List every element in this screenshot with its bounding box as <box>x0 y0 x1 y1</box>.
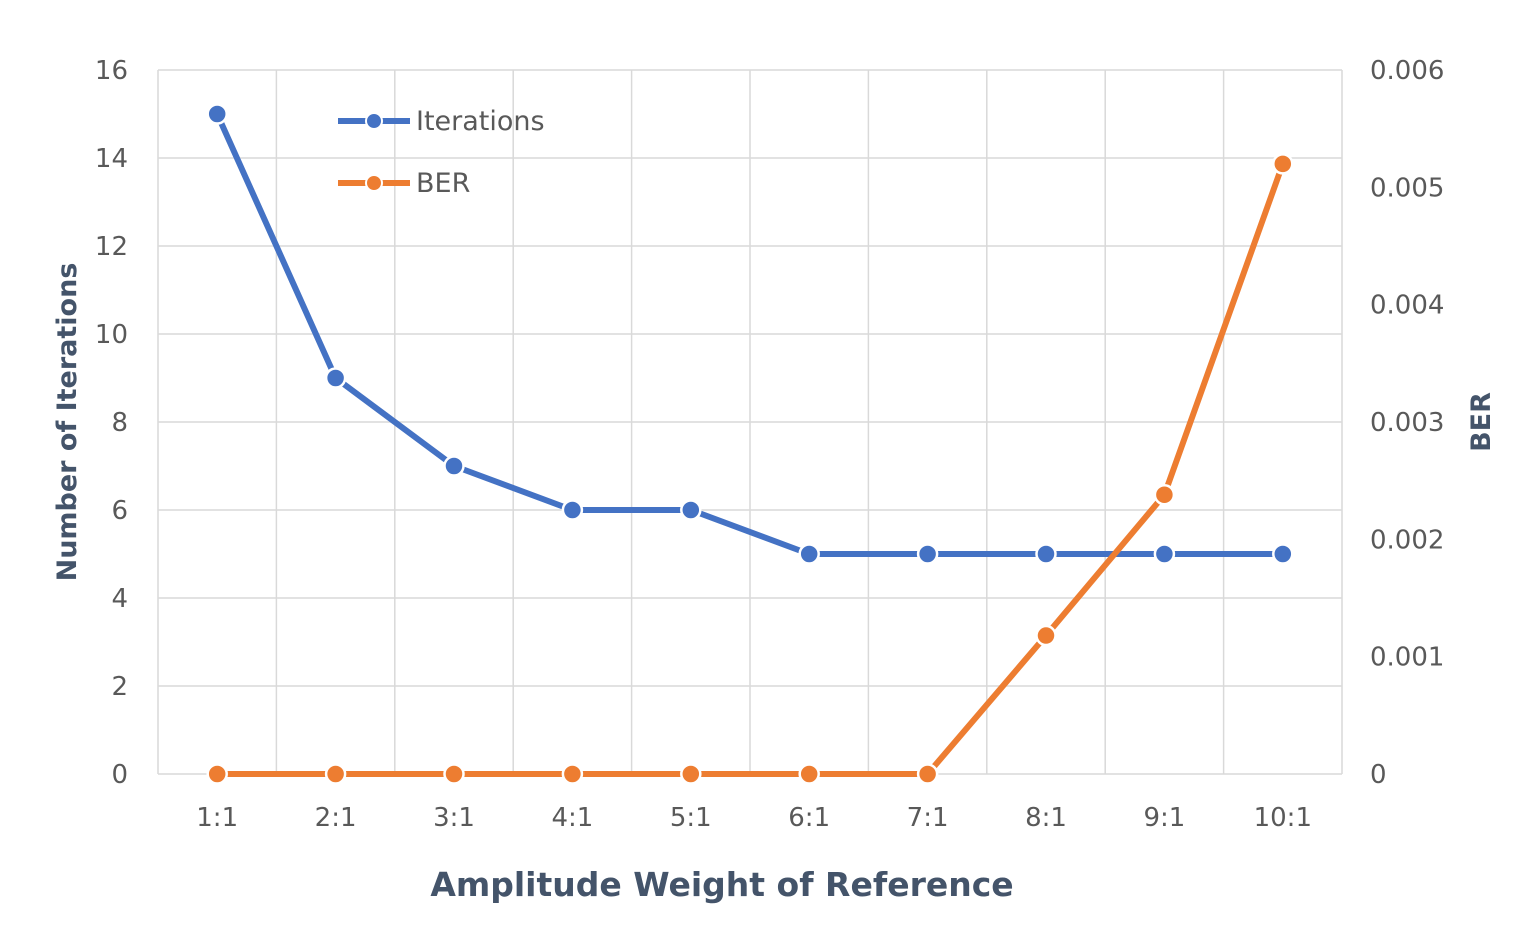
ber-point <box>1272 153 1294 175</box>
y-tick-label: 16 <box>95 56 128 86</box>
y2-tick-label: 0.005 <box>1370 173 1444 203</box>
y2-tick-label: 0.002 <box>1370 525 1444 555</box>
x-tick-label: 9:1 <box>1143 803 1185 833</box>
y-tick-label: 14 <box>95 144 128 174</box>
y2-tick-label: 0.006 <box>1370 56 1444 86</box>
y2-tick-label: 0.004 <box>1370 291 1444 321</box>
y-tick-label: 8 <box>111 408 128 438</box>
y2-tick-label: 0.003 <box>1370 408 1444 438</box>
ber-point <box>1153 483 1176 506</box>
x-tick-label: 3:1 <box>433 803 475 833</box>
iterations-point <box>561 499 584 521</box>
y-tick-label: 6 <box>111 496 128 526</box>
ber-point <box>916 763 939 785</box>
iterations-point <box>324 367 347 389</box>
iterations-point <box>1153 543 1176 565</box>
ber-point <box>798 763 820 785</box>
y2-tick-label: 0 <box>1370 760 1387 790</box>
ber-point <box>1035 624 1057 647</box>
x-tick-label: 1:1 <box>196 803 238 833</box>
x-tick-label: 5:1 <box>670 803 712 833</box>
y-tick-label: 2 <box>111 672 128 702</box>
legend-iterations-marker <box>365 112 383 130</box>
y-tick-label: 0 <box>111 760 128 790</box>
iterations-point <box>1272 543 1294 565</box>
ber-point <box>324 763 347 785</box>
iterations-point <box>1035 543 1057 565</box>
iterations-point <box>916 543 939 565</box>
y2-axis-title: BER <box>1466 392 1497 452</box>
series-layer <box>206 103 1294 785</box>
x-tick-label: 8:1 <box>1025 803 1067 833</box>
legend-ber-marker <box>365 174 383 192</box>
iterations-point <box>443 455 465 477</box>
ber-series-line <box>217 162 1286 777</box>
y2-tick-label: 0.001 <box>1370 643 1444 673</box>
x-tick-label: 2:1 <box>315 803 357 833</box>
y-tick-label: 12 <box>95 232 128 262</box>
y-tick-label: 4 <box>111 584 128 614</box>
ber-point <box>206 763 228 785</box>
y-axis-title: Number of Iterations <box>52 263 83 582</box>
legend-ber-label: BER <box>416 168 470 199</box>
y-tick-label: 10 <box>95 320 128 350</box>
legend-iterations-label: Iterations <box>416 106 545 137</box>
tick-labels: 0 2 4 6 8 10 12 14 16 0 0.001 0.002 0.003 0.004 0.005 0… <box>95 56 1445 833</box>
iterations-point <box>206 103 228 125</box>
ber-point <box>561 763 584 785</box>
ber-point <box>680 763 702 785</box>
ber-point <box>443 763 465 785</box>
iterations-point <box>680 499 702 521</box>
gridlines <box>157 69 1343 775</box>
x-tick-label: 6:1 <box>788 803 830 833</box>
x-axis-title: Amplitude Weight of Reference <box>430 865 1013 904</box>
iterations-point <box>798 543 820 565</box>
legend: Iterations BER <box>338 106 545 199</box>
x-tick-label: 10:1 <box>1254 803 1312 833</box>
iterations-series-line <box>214 112 1283 557</box>
x-tick-label: 4:1 <box>551 803 593 833</box>
x-tick-label: 7:1 <box>907 803 949 833</box>
